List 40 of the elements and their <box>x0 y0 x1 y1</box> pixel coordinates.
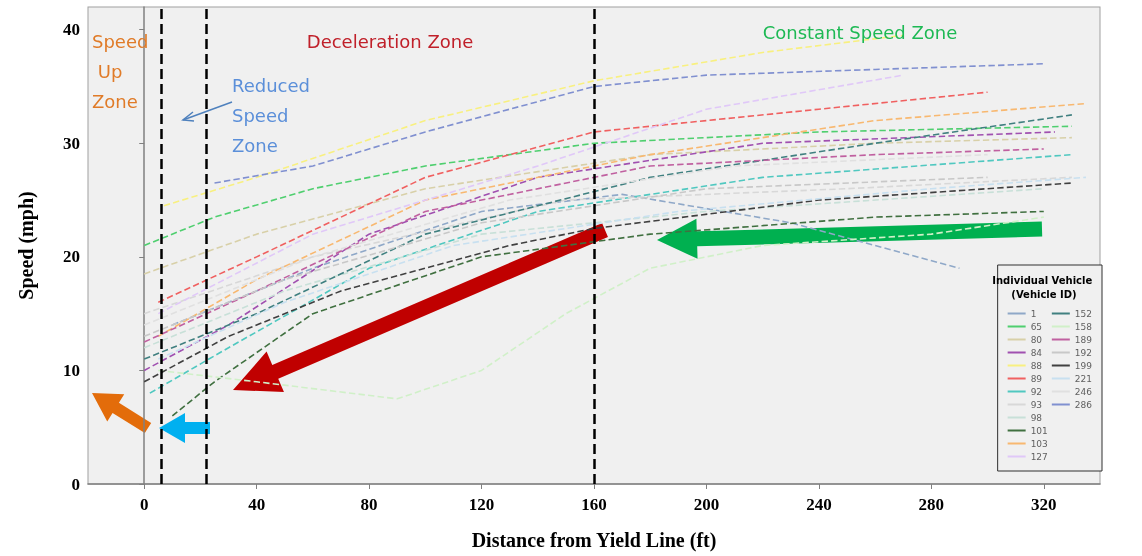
x-tick-label: 120 <box>468 495 495 514</box>
x-tick-label: 80 <box>360 495 378 514</box>
x-tick-label: 200 <box>693 495 720 514</box>
annotation: Deceleration Zone <box>306 30 474 52</box>
x-tick-label: 160 <box>581 495 607 514</box>
legend-label: 158 <box>1074 321 1093 332</box>
y-tick-label: 30 <box>63 133 80 153</box>
x-tick-label: 240 <box>806 495 832 514</box>
legend-label: 84 <box>1030 347 1043 358</box>
legend-label: 93 <box>1030 399 1043 410</box>
x-tick-label: 40 <box>248 495 266 514</box>
legend-label: 103 <box>1030 438 1048 449</box>
legend-label: 65 <box>1030 321 1043 332</box>
x-axis-title: Distance from Yield Line (ft) <box>471 529 717 552</box>
legend-label: 199 <box>1074 360 1093 371</box>
y-tick-label: 40 <box>63 20 80 40</box>
x-tick-label: 280 <box>918 495 945 514</box>
legend-label: 192 <box>1074 347 1093 358</box>
legend-label: 88 <box>1030 360 1043 371</box>
x-tick-label: 0 <box>139 495 149 514</box>
y-axis-title: Speed (mph) <box>15 191 38 300</box>
legend-label: 1 <box>1030 308 1037 319</box>
legend-label: 127 <box>1030 451 1048 462</box>
annotation: Speed Up Zone <box>92 30 149 112</box>
y-tick-label: 10 <box>63 360 80 380</box>
y-tick-label: 0 <box>71 474 80 494</box>
legend-label: 152 <box>1074 308 1093 319</box>
legend-label: 221 <box>1074 373 1093 384</box>
legend-label: 286 <box>1074 399 1093 410</box>
legend-label: 98 <box>1030 412 1043 423</box>
annotation: Constant Speed Zone <box>762 21 958 43</box>
legend-label: 189 <box>1074 334 1093 345</box>
annotation: Reduced Speed Zone <box>232 74 316 156</box>
y-tick-label: 20 <box>63 247 80 267</box>
legend-label: 92 <box>1030 386 1043 397</box>
legend-label: 89 <box>1030 373 1043 384</box>
legend-label: 80 <box>1030 334 1043 345</box>
legend-label: 101 <box>1030 425 1048 436</box>
x-tick-label: 320 <box>1031 495 1057 514</box>
legend-label: 246 <box>1074 386 1093 397</box>
